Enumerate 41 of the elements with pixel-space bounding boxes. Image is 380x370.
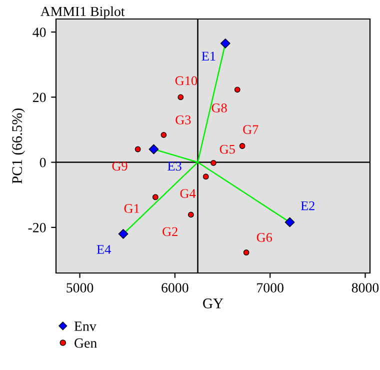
y-tick-label: -20: [28, 222, 46, 232]
chart-title: AMMI1 Biplot: [40, 6, 125, 19]
data-label: G5: [220, 144, 235, 154]
y-tick-label: 40: [32, 28, 46, 37]
data-label: G6: [256, 233, 272, 242]
legend-label: Env: [74, 322, 96, 331]
point: [284, 217, 295, 228]
data-label: G1: [124, 204, 140, 213]
legend-label: Gen: [74, 338, 97, 348]
data-label: G3: [176, 115, 191, 124]
point: [118, 228, 128, 239]
x-axis-title: GY: [203, 298, 224, 308]
point: [178, 94, 184, 100]
data-label: E2: [300, 201, 314, 210]
y-axis-title: PC1 (66.5%): [12, 108, 25, 184]
point: [148, 144, 159, 154]
point: [202, 174, 209, 180]
point: [188, 212, 194, 218]
data-label: G8: [212, 104, 227, 112]
data-label: G7: [243, 125, 258, 134]
data-label: G2: [162, 227, 178, 236]
data-label: E3: [168, 162, 182, 171]
data-label: G4: [180, 189, 196, 198]
point: [220, 38, 230, 48]
x-tick-label: 7000: [257, 283, 284, 292]
point: [160, 132, 167, 138]
point: [243, 250, 250, 256]
x-tick-label: 8000: [352, 283, 379, 292]
y-tick-label: 20: [33, 92, 46, 102]
point: [210, 160, 216, 166]
data-label: E4: [96, 245, 111, 254]
x-tick-label: 6000: [162, 283, 188, 292]
point: [152, 194, 158, 200]
data-label: G9: [112, 162, 128, 171]
point: [134, 146, 141, 152]
y-tick-label: 0: [40, 158, 46, 168]
x-tick-label: 5000: [66, 283, 94, 292]
data-label: E1: [202, 52, 216, 60]
data-label: G10: [175, 76, 198, 86]
point: [234, 86, 240, 93]
point: [239, 143, 246, 149]
